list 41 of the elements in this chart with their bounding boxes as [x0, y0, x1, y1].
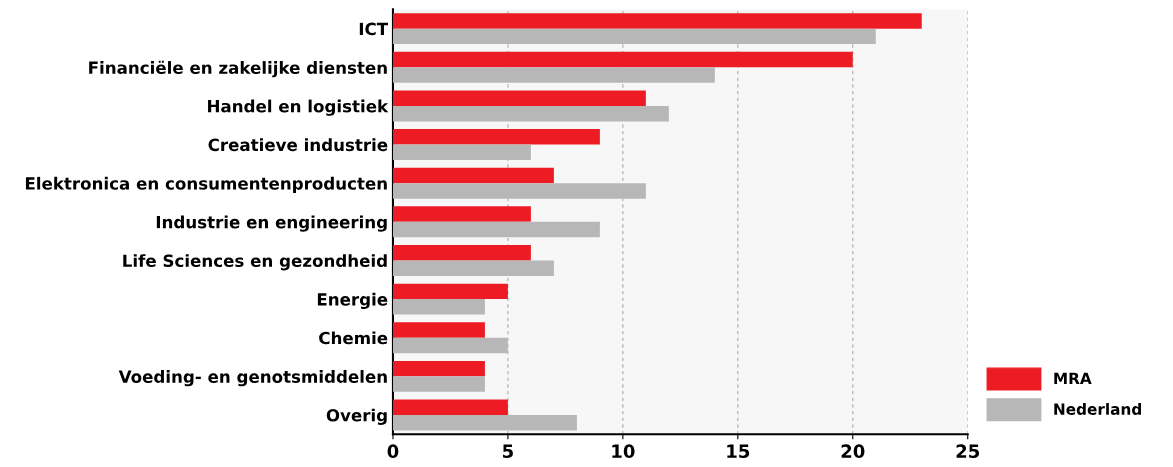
- x-tick-label: 25: [956, 444, 980, 459]
- legend-label: MRA: [1054, 372, 1092, 384]
- bar: [392, 144, 531, 161]
- y-tick-label: Industrie en engineering: [156, 215, 387, 232]
- bar: [392, 260, 554, 276]
- y-tick-label: Life Sciences en gezondheid: [123, 254, 387, 271]
- bar: [392, 13, 922, 29]
- bar: [392, 360, 485, 377]
- bar: [392, 167, 554, 184]
- bar: [392, 67, 715, 83]
- x-tick-label: 0: [387, 444, 399, 459]
- x-tick-label: 20: [841, 444, 865, 459]
- bar: [392, 51, 853, 68]
- bar: [392, 206, 531, 222]
- bar: [392, 399, 508, 415]
- bar: [392, 183, 646, 199]
- x-tick-label: 15: [727, 444, 750, 459]
- bar: [392, 28, 876, 45]
- bar: [392, 376, 485, 392]
- x-tick-label: 5: [503, 444, 513, 459]
- y-tick-label: Voeding- en genotsmiddelen: [118, 370, 387, 387]
- y-tick-label: ICT: [359, 22, 388, 36]
- bar: [392, 337, 508, 354]
- bar: [392, 129, 600, 145]
- bar: [392, 283, 508, 300]
- legend-label: Nederland: [1054, 403, 1141, 415]
- y-tick-label: Chemie: [319, 331, 388, 345]
- bar: [392, 299, 485, 315]
- y-tick-label: Handel en logistiek: [208, 99, 389, 116]
- bar: [392, 322, 485, 338]
- bar: [392, 105, 669, 122]
- bar: [392, 90, 646, 106]
- x-tick-label: 10: [612, 444, 635, 459]
- y-tick-label: Creatieve industrie: [208, 138, 388, 152]
- y-tick-label: Energie: [317, 292, 388, 310]
- y-tick-label: Financiële en zakelijke diensten: [89, 60, 387, 78]
- bar: [392, 221, 600, 238]
- bar: [392, 414, 577, 431]
- bar: [392, 245, 531, 261]
- y-tick-label: Overig: [326, 408, 387, 425]
- y-tick-label: Elektronica en consumentenproducten: [25, 176, 387, 193]
